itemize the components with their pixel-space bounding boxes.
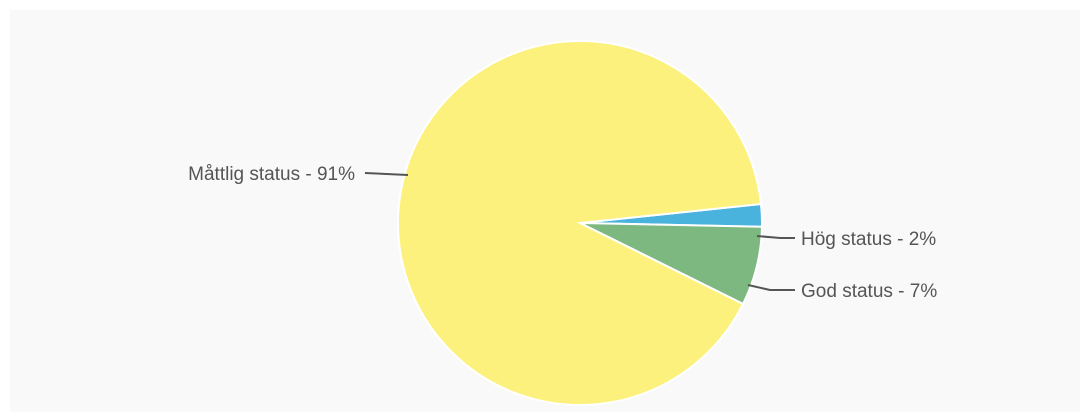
- pie-slices: [397, 40, 763, 407]
- slice-label-mattlig: Måttlig status - 91%: [188, 164, 355, 185]
- pie-slice-mattlig: [397, 40, 763, 407]
- slice-label-god: God status - 7%: [801, 281, 937, 302]
- pie-labels: Måttlig status - 91% Hög status - 2% God…: [188, 164, 937, 302]
- leader-line-hog: [756, 235, 795, 239]
- leader-line-god: [747, 284, 795, 291]
- leader-line-mattlig: [364, 172, 409, 176]
- slice-label-hog: Hög status - 2%: [801, 229, 936, 250]
